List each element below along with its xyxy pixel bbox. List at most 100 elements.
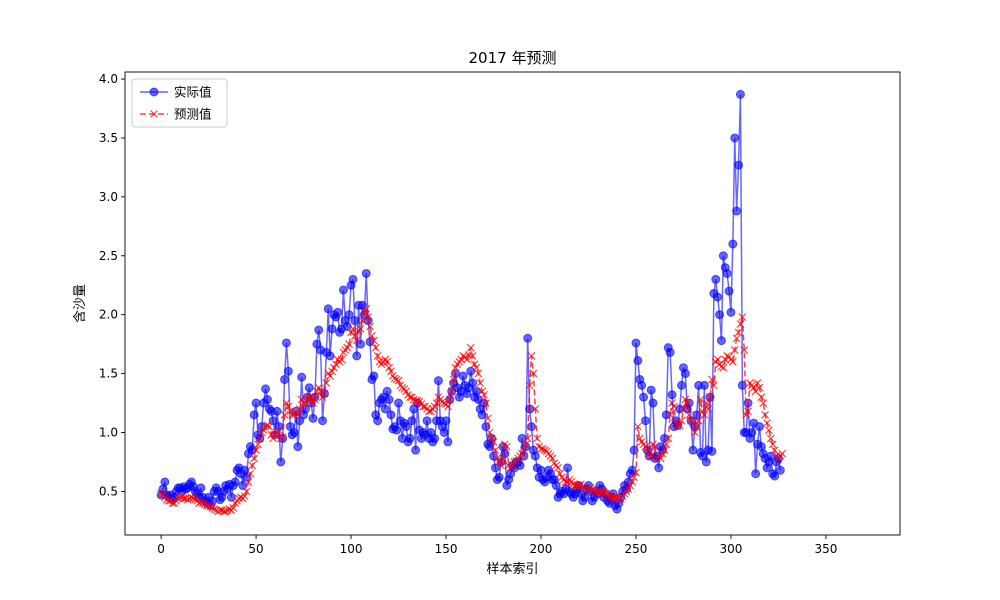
predicted-point bbox=[320, 389, 329, 398]
predicted-point bbox=[305, 393, 314, 402]
y-tick-label: 4.0 bbox=[99, 72, 118, 86]
predicted-point bbox=[531, 405, 540, 413]
actual-point bbox=[261, 384, 271, 394]
x-tick-label: 200 bbox=[530, 542, 553, 556]
actual-point bbox=[272, 406, 282, 416]
predicted-point bbox=[274, 426, 283, 435]
predicted-point bbox=[311, 395, 319, 404]
predicted-point bbox=[713, 355, 722, 364]
actual-point bbox=[726, 307, 736, 317]
actual-point bbox=[747, 428, 757, 437]
predicted-point bbox=[322, 379, 331, 387]
actual-point bbox=[333, 307, 343, 317]
axes: 0 50 100 150 200 250 300 350 0.5 1.0 1.5 2.0 2.5 3.0 3… bbox=[99, 71, 901, 556]
predicted-point bbox=[700, 410, 709, 419]
x-tick-label: 50 bbox=[248, 542, 263, 556]
predicted-point bbox=[443, 402, 452, 411]
actual-point bbox=[327, 324, 337, 334]
actual-point bbox=[775, 465, 785, 475]
actual-point bbox=[665, 347, 675, 357]
actual-point bbox=[380, 404, 390, 414]
x-tick-label: 250 bbox=[625, 542, 648, 556]
series-group bbox=[156, 89, 787, 516]
predicted-point bbox=[250, 454, 259, 463]
predicted-point bbox=[561, 478, 570, 486]
predicted-point bbox=[491, 446, 500, 455]
predicted-point bbox=[738, 313, 747, 321]
y-tick-label: 3.0 bbox=[99, 190, 118, 204]
actual-point bbox=[639, 392, 649, 402]
actual-point bbox=[530, 451, 540, 461]
legend-x-marker bbox=[150, 110, 158, 118]
predicted-point bbox=[358, 316, 367, 325]
predicted-point bbox=[662, 440, 671, 449]
actual-point bbox=[627, 465, 637, 475]
actual-point bbox=[477, 410, 487, 420]
predicted-point bbox=[244, 478, 253, 486]
predicted-point bbox=[362, 304, 371, 313]
actual-point bbox=[471, 386, 481, 396]
x-tick-label: 0 bbox=[157, 542, 165, 556]
predicted-point bbox=[497, 461, 506, 470]
predicted-point bbox=[326, 372, 335, 380]
predicted-point bbox=[529, 369, 538, 378]
predicted-point bbox=[350, 331, 359, 340]
predicted-point bbox=[265, 422, 274, 431]
actual-point bbox=[551, 481, 561, 491]
actual-point bbox=[394, 398, 404, 408]
actual-point bbox=[297, 372, 307, 382]
predicted-point bbox=[280, 410, 289, 419]
x-tick-label: 300 bbox=[719, 542, 742, 556]
predicted-point bbox=[670, 402, 678, 411]
actual-point bbox=[249, 410, 259, 420]
predicted-point bbox=[702, 399, 711, 407]
predicted-point bbox=[229, 503, 238, 512]
actual-point bbox=[350, 316, 360, 326]
actual-point bbox=[226, 492, 236, 502]
actual-point bbox=[525, 404, 535, 414]
predicted-point bbox=[521, 440, 530, 449]
predicted-point bbox=[278, 433, 287, 442]
actual-point bbox=[361, 268, 371, 278]
y-axis-title: 含沙量 bbox=[72, 284, 88, 323]
predicted-point bbox=[778, 449, 787, 458]
x-tick-label: 350 bbox=[814, 542, 837, 556]
actual-point bbox=[713, 292, 723, 302]
actual-point bbox=[770, 471, 780, 481]
predicted-point bbox=[499, 454, 507, 463]
y-tick-label: 0.5 bbox=[99, 484, 118, 498]
actual-point bbox=[517, 433, 527, 443]
x-axis-title: 样本索引 bbox=[486, 562, 538, 577]
actual-point bbox=[677, 380, 687, 390]
actual-point bbox=[262, 395, 272, 405]
actual-point bbox=[515, 460, 525, 470]
predicted-point bbox=[734, 328, 743, 337]
predicted-point bbox=[633, 422, 642, 431]
predicted-point bbox=[316, 387, 325, 396]
predicted-point bbox=[692, 422, 701, 431]
legend-item-actual: 实际值 bbox=[140, 85, 212, 100]
predicted-point bbox=[480, 390, 488, 399]
actual-series bbox=[156, 89, 785, 514]
predicted-point bbox=[696, 395, 705, 404]
predicted-point bbox=[677, 416, 686, 425]
actual-point bbox=[648, 398, 658, 408]
predicted-point bbox=[445, 395, 454, 404]
actual-point bbox=[563, 463, 573, 473]
predicted-point bbox=[352, 336, 361, 345]
legend-label: 预测值 bbox=[174, 107, 212, 122]
predicted-point bbox=[383, 357, 392, 366]
actual-point bbox=[369, 371, 379, 381]
y-tick-label: 1.5 bbox=[99, 367, 118, 381]
actual-point bbox=[640, 416, 650, 426]
y-tick-label: 2.5 bbox=[99, 249, 118, 263]
actual-point bbox=[631, 338, 641, 348]
actual-point bbox=[386, 410, 396, 420]
actual-point bbox=[735, 89, 745, 99]
predicted-point bbox=[632, 468, 640, 477]
actual-point bbox=[304, 383, 314, 393]
actual-point bbox=[737, 380, 747, 390]
plot-area bbox=[156, 89, 787, 516]
